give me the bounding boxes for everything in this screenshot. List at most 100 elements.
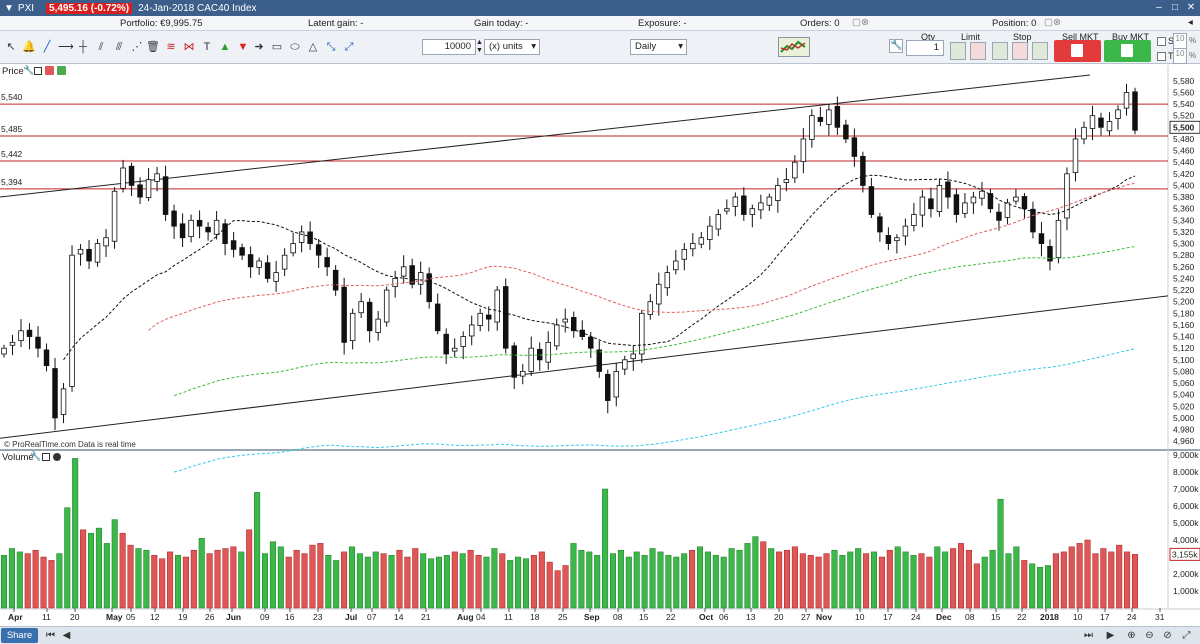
volume-bar-up <box>617 549 624 609</box>
rectangle-icon[interactable]: ▭ <box>271 41 283 53</box>
fibonacci-icon[interactable]: ≋ <box>166 41 176 53</box>
sell-market-button[interactable] <box>1054 40 1101 62</box>
chart-menu-icon[interactable]: ▼ <box>4 2 14 14</box>
orders-count: Orders: 0 <box>800 18 840 29</box>
share-button[interactable]: Share <box>1 628 38 643</box>
zoom-reset-icon[interactable]: ⊘ <box>1163 630 1172 641</box>
alert-bell-icon[interactable]: 🔔 <box>22 41 36 53</box>
add-object-icon[interactable] <box>57 66 66 75</box>
units-select[interactable]: (x) units ▾ <box>484 39 540 55</box>
volume-tick-label: 9,000k <box>1173 450 1199 460</box>
maximize-panel-icon[interactable] <box>34 67 42 75</box>
ellipse-icon[interactable]: ⬭ <box>290 41 300 53</box>
s-percent-input[interactable]: 10 <box>1173 33 1187 49</box>
candle-down <box>247 254 254 268</box>
zoom-in-icon[interactable]: ⊕ <box>1127 630 1136 641</box>
close-icon[interactable]: ✕ <box>1186 2 1196 13</box>
minimize-icon[interactable]: – <box>1156 2 1162 13</box>
quantity-stepper-icon[interactable]: ▲ ▼ <box>476 39 483 54</box>
double-left-icon[interactable]: ⏮ <box>46 630 55 641</box>
quantity-input[interactable]: 10000 <box>422 39 476 55</box>
volume-bar-down <box>80 529 87 609</box>
close-panel-icon[interactable] <box>53 453 61 461</box>
line-tool-icon[interactable]: ╱ <box>43 41 51 53</box>
limit-buy-icon[interactable] <box>950 42 966 60</box>
t-percent-input[interactable]: 10 <box>1173 48 1187 64</box>
price-tick-label: 5,540 <box>1173 99 1195 109</box>
ma-100-line <box>173 246 1136 396</box>
parallel-icon[interactable]: ⫻ <box>115 41 123 53</box>
volume-bar-down <box>689 549 696 609</box>
add-indicator-icon[interactable] <box>45 66 54 75</box>
level-label: 5,540 <box>1 92 23 102</box>
candle-up <box>69 254 75 387</box>
qty-input[interactable]: 1 <box>906 40 944 56</box>
volume-bar-up <box>522 558 530 609</box>
volume-bar-down <box>127 544 134 609</box>
up-arrow-icon[interactable]: ▲ <box>219 41 231 53</box>
x-tick-label: 17 <box>1100 612 1110 622</box>
volume-bar-up <box>333 560 340 609</box>
retracement-icon[interactable]: ⋈ <box>183 41 195 53</box>
stop-buy-icon[interactable] <box>992 42 1008 60</box>
double-right-icon[interactable]: ⏭ <box>1084 630 1093 641</box>
volume-bar-up <box>87 532 95 609</box>
candle-down <box>987 193 994 210</box>
volume-bar-down <box>1076 543 1083 609</box>
period-select[interactable]: Daily ▾ <box>630 39 687 55</box>
candle-up <box>758 202 764 211</box>
volume-bar-down <box>396 549 403 609</box>
candle-up <box>298 231 305 243</box>
maximize-panel-icon[interactable] <box>42 453 50 461</box>
stop-extra-icon[interactable] <box>1032 42 1048 60</box>
candle-up <box>1055 219 1062 258</box>
candle-up <box>460 336 466 347</box>
volume-bar-down <box>341 551 348 609</box>
candle-up <box>622 359 628 370</box>
orders-icon[interactable]: ▢⊗ <box>852 17 869 28</box>
vertical-line-icon[interactable]: ┼ <box>79 41 87 53</box>
wrench-icon[interactable]: 🔧 <box>889 39 903 53</box>
x-tick-label: 27 <box>801 612 811 622</box>
horizontal-line-icon[interactable]: ⟶ <box>58 41 74 53</box>
limit-sell-icon[interactable] <box>970 42 986 60</box>
down-arrow-icon[interactable]: ▼ <box>237 41 249 53</box>
ma-20-line <box>63 174 1136 361</box>
fan-icon[interactable]: ⋰ <box>131 41 143 53</box>
scroll-right-icon[interactable]: ▶ <box>1106 630 1115 641</box>
triangle-icon[interactable]: △ <box>308 41 318 53</box>
wrench-icon[interactable]: 🔧 <box>23 65 35 75</box>
symbol-label[interactable]: PXI <box>17 2 35 14</box>
position-icon[interactable]: ▢⊗ <box>1044 17 1061 28</box>
candle-up <box>826 109 832 125</box>
wrench-icon[interactable]: 🔧 <box>30 451 42 461</box>
stop-checkbox[interactable] <box>1157 37 1166 46</box>
share-label: Share <box>6 630 33 641</box>
order-panel: 🔧 Qty 1 Limit Stop Sell MKT Buy MKT S 10… <box>886 31 1200 64</box>
candle-up <box>1072 138 1079 174</box>
candle-down <box>324 257 330 268</box>
zoom-out-icon[interactable]: ⊖ <box>1145 630 1154 641</box>
text-tool-icon[interactable]: T <box>203 41 211 53</box>
collapse-icon[interactable]: ◂ <box>1188 17 1193 28</box>
price-tick-label: 5,000 <box>1173 413 1195 423</box>
maximize-icon[interactable]: □ <box>1171 2 1179 13</box>
stop-sell-icon[interactable] <box>1012 42 1028 60</box>
buy-icon <box>1121 44 1133 57</box>
candle-down <box>307 231 313 244</box>
x-tick-label: 08 <box>965 612 975 622</box>
volume-bar-up <box>934 546 941 609</box>
indicators-icon[interactable] <box>778 37 810 57</box>
right-arrow-icon[interactable]: ➜ <box>254 41 264 53</box>
channel-icon[interactable]: ⫽ <box>98 41 104 53</box>
pointer-icon[interactable]: ↖ <box>6 41 16 53</box>
zoom-tool-icon[interactable]: ⤡ <box>326 41 336 53</box>
extend-tool-icon[interactable]: ⤢ <box>344 41 354 53</box>
trash-icon[interactable]: 🗑 <box>146 41 160 53</box>
target-checkbox[interactable] <box>1157 52 1166 61</box>
expand-icon[interactable]: ⤢ <box>1182 630 1191 641</box>
x-tick-label: 26 <box>205 612 215 622</box>
buy-market-button[interactable] <box>1104 40 1151 62</box>
left-icon[interactable]: ◀ <box>62 630 71 641</box>
